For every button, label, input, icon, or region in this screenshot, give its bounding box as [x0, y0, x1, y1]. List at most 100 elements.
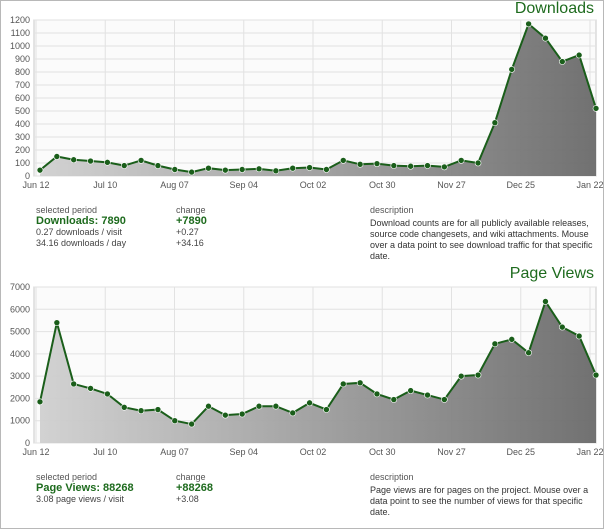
- data-point[interactable]: [575, 51, 583, 59]
- data-point[interactable]: [457, 157, 465, 164]
- data-point[interactable]: [508, 66, 516, 73]
- data-point[interactable]: [238, 166, 246, 173]
- data-point[interactable]: [238, 410, 246, 418]
- data-point[interactable]: [289, 164, 297, 172]
- data-point[interactable]: [407, 162, 414, 170]
- series-line: [39, 22, 597, 174]
- y-tick-label: 1000: [10, 41, 30, 51]
- pageviews-per-visit-change: +3.08: [176, 494, 199, 504]
- change-label: change: [176, 205, 206, 215]
- data-point[interactable]: [373, 390, 381, 398]
- y-tick-label: 700: [15, 80, 30, 90]
- y-tick-label: 7000: [10, 283, 30, 292]
- y-tick-label: 100: [15, 158, 30, 168]
- data-point[interactable]: [542, 298, 549, 305]
- data-point[interactable]: [171, 166, 179, 173]
- data-point[interactable]: [120, 404, 128, 411]
- data-point[interactable]: [137, 407, 145, 414]
- y-tick-label: 6000: [10, 304, 30, 314]
- data-point[interactable]: [255, 402, 263, 410]
- data-point[interactable]: [188, 420, 195, 428]
- data-point[interactable]: [491, 340, 499, 348]
- data-point[interactable]: [592, 105, 600, 112]
- data-point[interactable]: [339, 157, 347, 164]
- data-point[interactable]: [390, 396, 398, 403]
- data-point[interactable]: [323, 406, 330, 413]
- data-point[interactable]: [36, 398, 44, 406]
- pageviews-selected-period: selected period Page Views: 88268 3.08 p…: [36, 472, 166, 505]
- data-point[interactable]: [222, 166, 229, 174]
- downloads-per-day: 34.16 downloads / day: [36, 238, 127, 248]
- data-point[interactable]: [390, 162, 398, 169]
- data-point[interactable]: [188, 168, 195, 176]
- data-point[interactable]: [474, 159, 482, 167]
- y-tick-label: 1000: [10, 416, 30, 426]
- data-point[interactable]: [87, 385, 94, 392]
- data-point[interactable]: [441, 163, 448, 171]
- x-tick-label: Oct 30: [369, 180, 396, 190]
- data-point[interactable]: [53, 153, 61, 160]
- data-point[interactable]: [53, 319, 61, 326]
- downloads-chart[interactable]: 0 100 200 300 400 500 600 700 800 900 1000 1100 1200…: [0, 16, 604, 196]
- x-tick-label: Jun 12: [22, 180, 49, 190]
- data-point[interactable]: [222, 411, 229, 419]
- y-tick-label: 900: [15, 54, 30, 64]
- x-tick-label: Oct 02: [300, 180, 327, 190]
- description-label: description: [370, 205, 414, 215]
- data-point[interactable]: [154, 162, 162, 169]
- data-point[interactable]: [457, 372, 465, 380]
- data-point[interactable]: [508, 336, 516, 343]
- pageviews-headline-change: +88268: [176, 482, 214, 494]
- data-point[interactable]: [525, 349, 532, 357]
- downloads-selected-period: selected period Downloads: 7890 0.27 dow…: [36, 205, 166, 249]
- data-point[interactable]: [306, 164, 313, 171]
- data-point[interactable]: [592, 371, 600, 379]
- data-point[interactable]: [441, 396, 448, 403]
- data-point[interactable]: [306, 399, 313, 407]
- x-tick-label: Jan 22: [576, 180, 603, 190]
- data-point[interactable]: [120, 162, 128, 169]
- data-point[interactable]: [356, 379, 364, 387]
- data-point[interactable]: [339, 380, 347, 388]
- data-point[interactable]: [575, 332, 583, 340]
- downloads-headline: Downloads: 7890: [36, 215, 126, 227]
- data-point[interactable]: [424, 391, 431, 399]
- data-point[interactable]: [323, 166, 330, 173]
- data-point[interactable]: [289, 409, 297, 417]
- x-tick-label: Dec 25: [506, 180, 535, 190]
- y-tick-label: 5000: [10, 327, 30, 337]
- data-point[interactable]: [474, 371, 482, 379]
- data-point[interactable]: [87, 157, 94, 165]
- data-point[interactable]: [542, 34, 549, 42]
- data-point[interactable]: [559, 323, 566, 331]
- data-point[interactable]: [104, 159, 111, 166]
- data-point[interactable]: [272, 402, 280, 410]
- y-tick-label: 0: [25, 171, 30, 181]
- y-tick-label: 600: [15, 93, 30, 103]
- data-point[interactable]: [36, 166, 44, 174]
- data-point[interactable]: [205, 164, 212, 172]
- data-point[interactable]: [491, 119, 499, 126]
- data-point[interactable]: [407, 387, 414, 394]
- data-point[interactable]: [356, 161, 364, 168]
- data-point[interactable]: [255, 165, 263, 173]
- y-tick-label: 1100: [11, 28, 30, 38]
- data-point[interactable]: [104, 390, 111, 398]
- data-point[interactable]: [525, 20, 532, 28]
- data-point[interactable]: [70, 156, 77, 164]
- data-point[interactable]: [205, 402, 212, 410]
- data-point[interactable]: [137, 157, 145, 164]
- data-point[interactable]: [171, 417, 179, 425]
- x-tick-label: Oct 02: [300, 447, 327, 457]
- data-point[interactable]: [70, 380, 77, 388]
- downloads-description: description Download counts are for all …: [370, 205, 598, 262]
- y-tick-label: 3000: [10, 371, 30, 381]
- data-point[interactable]: [272, 167, 280, 175]
- pageviews-description: description Page views are for pages on …: [370, 472, 598, 518]
- pageviews-chart[interactable]: 0 1000 2000 3000 4000 5000 6000 7000 Jun 12 Jul 1…: [0, 283, 604, 463]
- pageviews-change: change +88268 +3.08: [176, 472, 296, 505]
- data-point[interactable]: [424, 162, 431, 169]
- data-point[interactable]: [154, 406, 162, 413]
- data-point[interactable]: [373, 160, 381, 167]
- data-point[interactable]: [559, 58, 566, 65]
